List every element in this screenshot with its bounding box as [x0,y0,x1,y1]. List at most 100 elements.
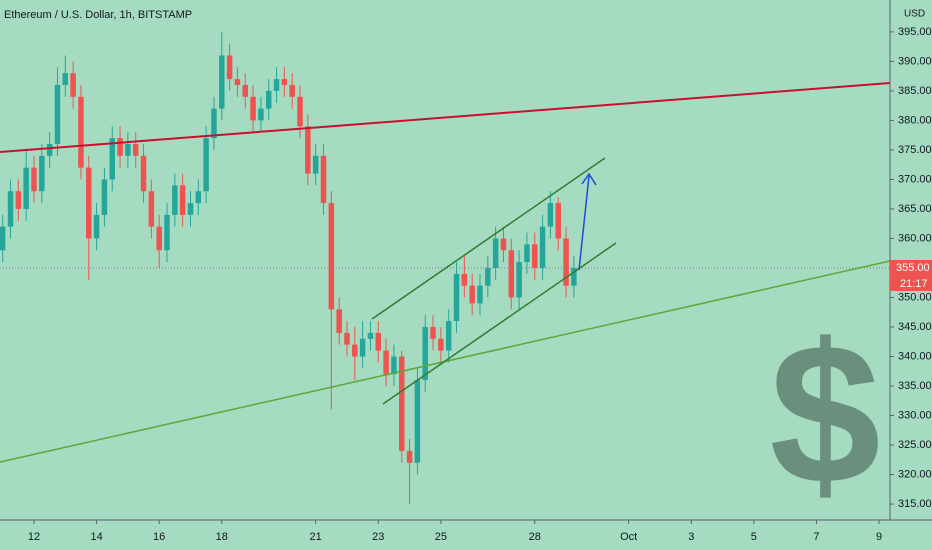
candle-body [485,267,491,286]
candle-body [516,262,522,298]
candle-body [438,338,444,351]
x-tick-label: 21 [310,531,322,543]
candle-body [195,191,202,204]
x-tick-label: 28 [529,531,541,543]
candle-body [226,55,233,80]
candle-body [0,226,6,251]
candle-body [414,380,421,463]
candle-body [258,108,264,121]
x-tick-label: 14 [90,531,102,543]
candle-body [367,332,374,339]
y-tick-label: 390.00 [898,55,932,67]
candle-body [320,155,327,204]
x-tick-label: Oct [620,531,637,543]
candle-body [399,356,405,451]
candle-body [62,73,69,85]
candle-body [312,155,319,174]
candle-body [281,79,288,85]
candle-body [250,96,256,121]
candle-body [132,144,139,156]
x-tick-label: 3 [688,531,694,543]
candle-body [140,155,147,192]
candle-body [500,238,507,251]
candle-body [477,285,483,304]
candle-body [187,203,194,215]
candle-body [211,108,217,139]
candle-body [109,138,115,180]
candle-body [265,90,272,109]
x-tick-label: 7 [813,531,819,543]
candle-body [156,226,162,251]
candle-body [524,244,530,263]
y-tick-label: 345.00 [898,321,932,333]
y-tick-label: 385.00 [898,85,932,97]
candle-body [7,191,14,227]
y-tick-label: 350.00 [898,291,932,303]
candle-body [352,344,358,357]
last-price-label: 355.00 [896,262,930,274]
candle-body [539,226,546,268]
y-tick-label: 330.00 [898,409,932,421]
y-tick-label: 320.00 [898,468,932,480]
axis-layer: 315.00 320.00 325.00 330.00 335.00 340.00 345.… [28,26,932,543]
x-tick-label: 12 [28,531,40,543]
y-tick-label: 395.00 [898,26,932,38]
candle-body [532,244,538,268]
candle-body [375,332,382,351]
candle-body [273,79,280,91]
y-tick-label: 360.00 [898,232,932,244]
x-tick-label: 25 [435,531,447,543]
y-tick-label: 370.00 [898,173,932,185]
candle-body [70,73,76,97]
candle-body [297,96,303,127]
candle-body [555,203,561,239]
countdown-label: 21:17 [900,278,928,290]
candle-body [492,238,499,268]
countdown-box [890,275,932,291]
candle-body [203,138,209,192]
candle-body [172,185,178,215]
candle-body [383,350,389,375]
channel-lower [382,242,617,405]
candle-body [406,450,413,463]
last-price-box [890,259,932,276]
candle-body [305,126,311,174]
candle-body [422,326,428,381]
candle-body [219,55,225,109]
candle-body [15,191,22,209]
candle-body [117,138,123,156]
x-tick-label: 5 [751,531,757,543]
y-tick-label: 315.00 [898,498,932,510]
candle-body [234,79,241,85]
y-tick-label: 375.00 [898,144,932,156]
candle-body [164,214,170,251]
candle-body [93,214,100,239]
candle-body [445,321,452,351]
candle-body [508,250,515,298]
candle-body [242,84,248,97]
chart-title: Ethereum / U.S. Dollar, 1h, BITSTAMP [4,9,192,21]
arrow-head [581,172,597,186]
candle-body [547,203,554,227]
candle-body [289,84,295,97]
candle-body [125,144,131,156]
candle-body [461,273,468,286]
y-tick-label: 325.00 [898,439,932,451]
candle-body [430,326,436,339]
x-tick-label: 18 [216,531,228,543]
candle-body [54,84,61,145]
watermark: $ [769,303,880,526]
candle-body [359,338,366,357]
candle-body [78,96,84,168]
candle-body [328,203,335,310]
candle-body [469,285,475,304]
candle-body [31,167,37,192]
y-axis-unit: USD [904,9,925,20]
candle-body [148,191,155,227]
candle-body [571,267,577,286]
trend-line [0,82,891,153]
channel-upper [371,157,606,320]
x-tick-label: 9 [876,531,882,543]
candle-body [39,155,45,192]
plot-area [0,31,890,505]
